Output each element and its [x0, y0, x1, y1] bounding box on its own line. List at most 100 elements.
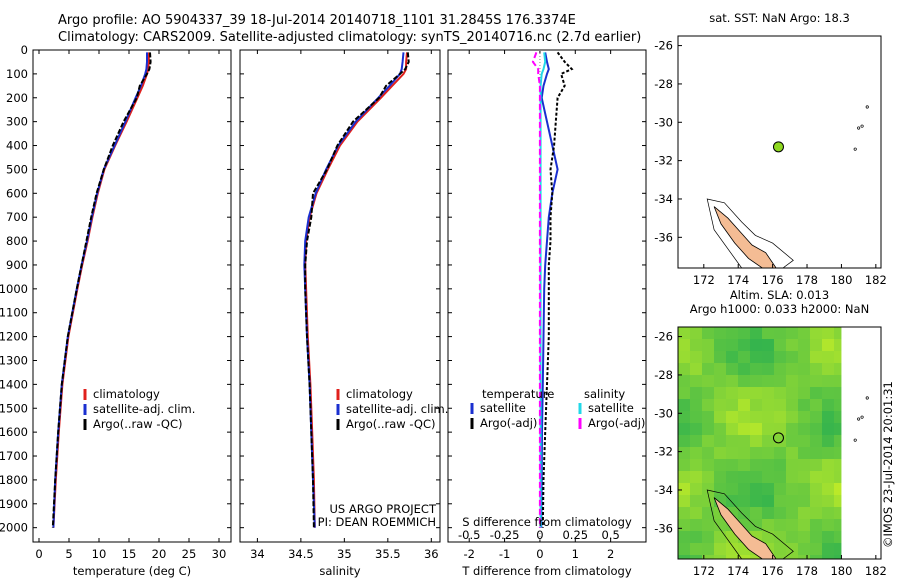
sla-cell [690, 447, 702, 459]
sla-cell [822, 423, 834, 435]
sla-cell [690, 375, 702, 387]
sla-cell [822, 435, 834, 447]
sla-cell [678, 459, 690, 471]
sla-cell [738, 411, 750, 423]
sla-cell [798, 495, 810, 507]
sla-cell [702, 483, 714, 495]
legend-entry: climatology [93, 387, 160, 401]
sla-cell [750, 471, 762, 483]
sla-cell [810, 435, 822, 447]
sla-cell [726, 399, 738, 411]
sla-cell [690, 507, 702, 519]
sla-cell [762, 411, 774, 423]
sla-cell [810, 339, 822, 351]
sla-cell [762, 507, 774, 519]
sla-cell [690, 339, 702, 351]
profile-location-marker [772, 141, 784, 153]
series-argo-raw-qc- [304, 52, 410, 528]
plot-frame [447, 49, 647, 543]
sla-cell [822, 483, 834, 495]
sla-cell [834, 435, 842, 447]
series-satellite-adj-clim- [52, 52, 148, 528]
sla-cell [690, 363, 702, 375]
islet [853, 147, 857, 151]
sla-cell [738, 387, 750, 399]
sla-cell [726, 471, 738, 483]
sla-cell [798, 519, 810, 531]
sla-cell [834, 555, 842, 559]
sla-cell [822, 387, 834, 399]
sla-cell [822, 555, 834, 559]
sla-cell [702, 459, 714, 471]
y-tick-label: -26 [654, 39, 673, 53]
sla-cell [834, 507, 842, 519]
sla-cell [750, 459, 762, 471]
sla-cell [678, 519, 690, 531]
legend-entry: satellite-adj. clim. [93, 402, 195, 416]
sla-cell [702, 411, 714, 423]
map-title: Altim. SLA: 0.013 [730, 288, 829, 302]
y-tick-label: 1700 [0, 449, 28, 463]
sla-cell [834, 327, 842, 339]
sla-cell [702, 387, 714, 399]
sla-cell [798, 363, 810, 375]
x-tick-label: 35 [337, 547, 352, 561]
header-line-2: Climatology: CARS2009. Satellite-adjuste… [58, 30, 641, 45]
map-subtitle: Argo h1000: 0.033 h2000: NaN [690, 302, 869, 316]
sla-cell [762, 483, 774, 495]
sla-cell [810, 531, 822, 543]
sla-cell [786, 519, 798, 531]
sla-cell [750, 483, 762, 495]
sla-cell [834, 351, 842, 363]
sla-cell [810, 519, 822, 531]
sla-cell [702, 399, 714, 411]
y-tick-label: -28 [654, 77, 673, 91]
panel-temperature: 0 5 10 15 20 25 300100200300400500600700800900… [0, 43, 232, 578]
sla-cell [750, 351, 762, 363]
sla-cell [810, 351, 822, 363]
x-tick-label: 10 [92, 547, 107, 561]
sla-cell [798, 435, 810, 447]
legend-entry: Argo(-adj) [480, 416, 537, 430]
sla-cell [834, 363, 842, 375]
sla-cell [690, 399, 702, 411]
sla-cell [678, 339, 690, 351]
sla-cell [714, 375, 726, 387]
y-tick-label: 200 [6, 91, 28, 105]
sla-cell [834, 375, 842, 387]
sla-cell [714, 363, 726, 375]
sla-cell [702, 363, 714, 375]
sla-cell [750, 435, 762, 447]
y-tick-label: 700 [6, 210, 28, 224]
x-tick-label: 5 [65, 547, 72, 561]
x-tick-label: -2 [463, 547, 474, 561]
y-tick-label: -36 [654, 230, 673, 244]
sla-cell [738, 423, 750, 435]
y-tick-label: 1900 [0, 497, 28, 511]
sla-cell [750, 339, 762, 351]
sla-cell [774, 543, 786, 555]
sla-cell [726, 423, 738, 435]
sla-cell [726, 339, 738, 351]
y-tick-label: 1000 [0, 282, 28, 296]
sla-cell [798, 387, 810, 399]
sla-cell [690, 531, 702, 543]
sla-cell [762, 363, 774, 375]
sla-cell [798, 423, 810, 435]
x-tick-label: 174 [727, 273, 749, 287]
y-tick-label: 1400 [0, 377, 28, 391]
sla-cell [834, 483, 842, 495]
sla-cell [822, 351, 834, 363]
legend-entry: climatology [346, 387, 413, 401]
sla-cell [786, 531, 798, 543]
sla-cell [834, 471, 842, 483]
x-tick-label: 35.5 [375, 547, 401, 561]
sla-cell [738, 495, 750, 507]
sla-cell [774, 495, 786, 507]
sla-cell [834, 519, 842, 531]
sla-cell [750, 363, 762, 375]
sla-cell [678, 447, 690, 459]
sla-cell [678, 423, 690, 435]
sla-cell [678, 351, 690, 363]
y-tick-label: 1200 [0, 330, 28, 344]
